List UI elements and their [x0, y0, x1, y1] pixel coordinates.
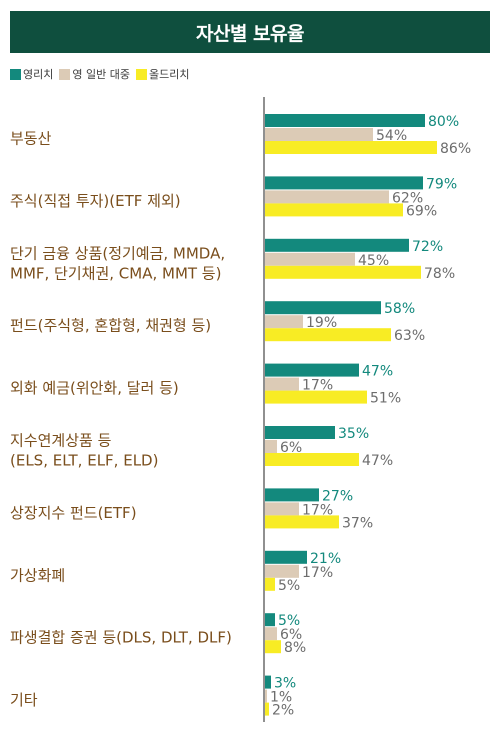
- data-label: 6%: [280, 627, 302, 643]
- data-label: 3%: [274, 676, 296, 692]
- category-label: 파생결합 증권 등(DLS, DLT, DLF): [10, 629, 232, 647]
- bar: [265, 114, 425, 127]
- bar: [265, 315, 303, 329]
- data-label: 45%: [358, 253, 389, 269]
- bar: [265, 301, 381, 315]
- category-label: 상장지수 펀드(ETF): [10, 504, 137, 522]
- bar: [265, 238, 409, 252]
- bar: [265, 377, 299, 391]
- bar: [265, 613, 275, 627]
- category-label: 기타: [10, 691, 38, 709]
- data-label: 63%: [394, 328, 425, 344]
- legend-item-series-3: 올드리치: [135, 66, 190, 82]
- data-label: 17%: [302, 502, 333, 518]
- bar: [265, 328, 391, 342]
- category-label: (ELS, ELT, ELF, ELD): [10, 452, 158, 470]
- data-label: 37%: [342, 515, 373, 531]
- bar: [265, 627, 277, 641]
- category-label: 주식(직접 투자)(ETF 제외): [10, 192, 181, 210]
- data-label: 17%: [302, 378, 333, 394]
- data-label: 17%: [302, 565, 333, 581]
- category-label: 펀드(주식형, 혼합형, 채권형 등): [10, 317, 211, 335]
- bar: [265, 502, 299, 516]
- bar: [265, 564, 299, 578]
- bar: [265, 675, 271, 689]
- data-label: 2%: [272, 703, 294, 719]
- data-label: 58%: [384, 301, 415, 317]
- bar: [265, 689, 267, 703]
- data-label: 47%: [362, 364, 393, 380]
- chart-title: 자산별 보유율: [10, 11, 490, 53]
- bar: [265, 390, 367, 404]
- category-label: MMF, 단기채권, CMA, MMT 등): [10, 264, 221, 282]
- legend-label-series-2: 영 일반 대중: [72, 68, 130, 81]
- data-label: 78%: [424, 266, 455, 282]
- legend: 영리치 영 일반 대중 올드리치: [10, 66, 195, 82]
- bar: [265, 453, 359, 466]
- data-label: 47%: [362, 453, 393, 469]
- data-label: 19%: [306, 315, 337, 331]
- bar: [265, 252, 355, 266]
- data-label: 8%: [284, 640, 306, 656]
- data-label: 1%: [270, 690, 292, 706]
- data-label: 6%: [280, 440, 302, 456]
- bar: [265, 426, 335, 439]
- category-label: 가상화폐: [10, 566, 65, 584]
- bar: [265, 440, 277, 453]
- data-label: 79%: [426, 176, 457, 192]
- bar: [265, 702, 269, 716]
- legend-swatch-series-3: [135, 68, 147, 80]
- category-label: 부동산: [10, 130, 52, 148]
- legend-swatch-series-1: [10, 68, 21, 80]
- legend-swatch-series-2: [59, 68, 71, 80]
- data-label: 69%: [406, 203, 437, 219]
- bar: [265, 128, 373, 141]
- bar: [265, 176, 423, 190]
- bar: [265, 363, 359, 377]
- bar: [265, 515, 339, 529]
- data-label: 62%: [392, 190, 423, 206]
- bar: [265, 640, 281, 654]
- data-label: 54%: [376, 128, 407, 144]
- legend-label-series-3: 올드리치: [148, 68, 190, 81]
- bar: [265, 488, 319, 502]
- data-label: 80%: [428, 114, 459, 130]
- data-label: 51%: [370, 391, 401, 407]
- bar: [265, 577, 275, 591]
- data-label: 35%: [338, 426, 369, 442]
- category-label: 외화 예금(위안화, 달러 등): [10, 379, 179, 397]
- data-label: 86%: [440, 141, 471, 157]
- bar: [265, 265, 421, 279]
- bar: [265, 190, 389, 204]
- legend-item-series-1: 영리치: [10, 66, 53, 82]
- data-label: 21%: [310, 551, 341, 567]
- bar: [265, 203, 403, 217]
- bar: [265, 141, 437, 154]
- legend-item-series-2: 영 일반 대중: [59, 66, 130, 82]
- data-label: 72%: [412, 239, 443, 255]
- data-label: 5%: [278, 613, 300, 629]
- bar: [265, 550, 307, 564]
- category-label: 지수연계상품 등: [10, 432, 112, 450]
- data-label: 27%: [322, 488, 353, 504]
- data-label: 5%: [278, 578, 300, 594]
- legend-label-series-1: 영리치: [23, 68, 54, 81]
- category-label: 단기 금융 상품(정기예금, MMDA,: [10, 244, 225, 262]
